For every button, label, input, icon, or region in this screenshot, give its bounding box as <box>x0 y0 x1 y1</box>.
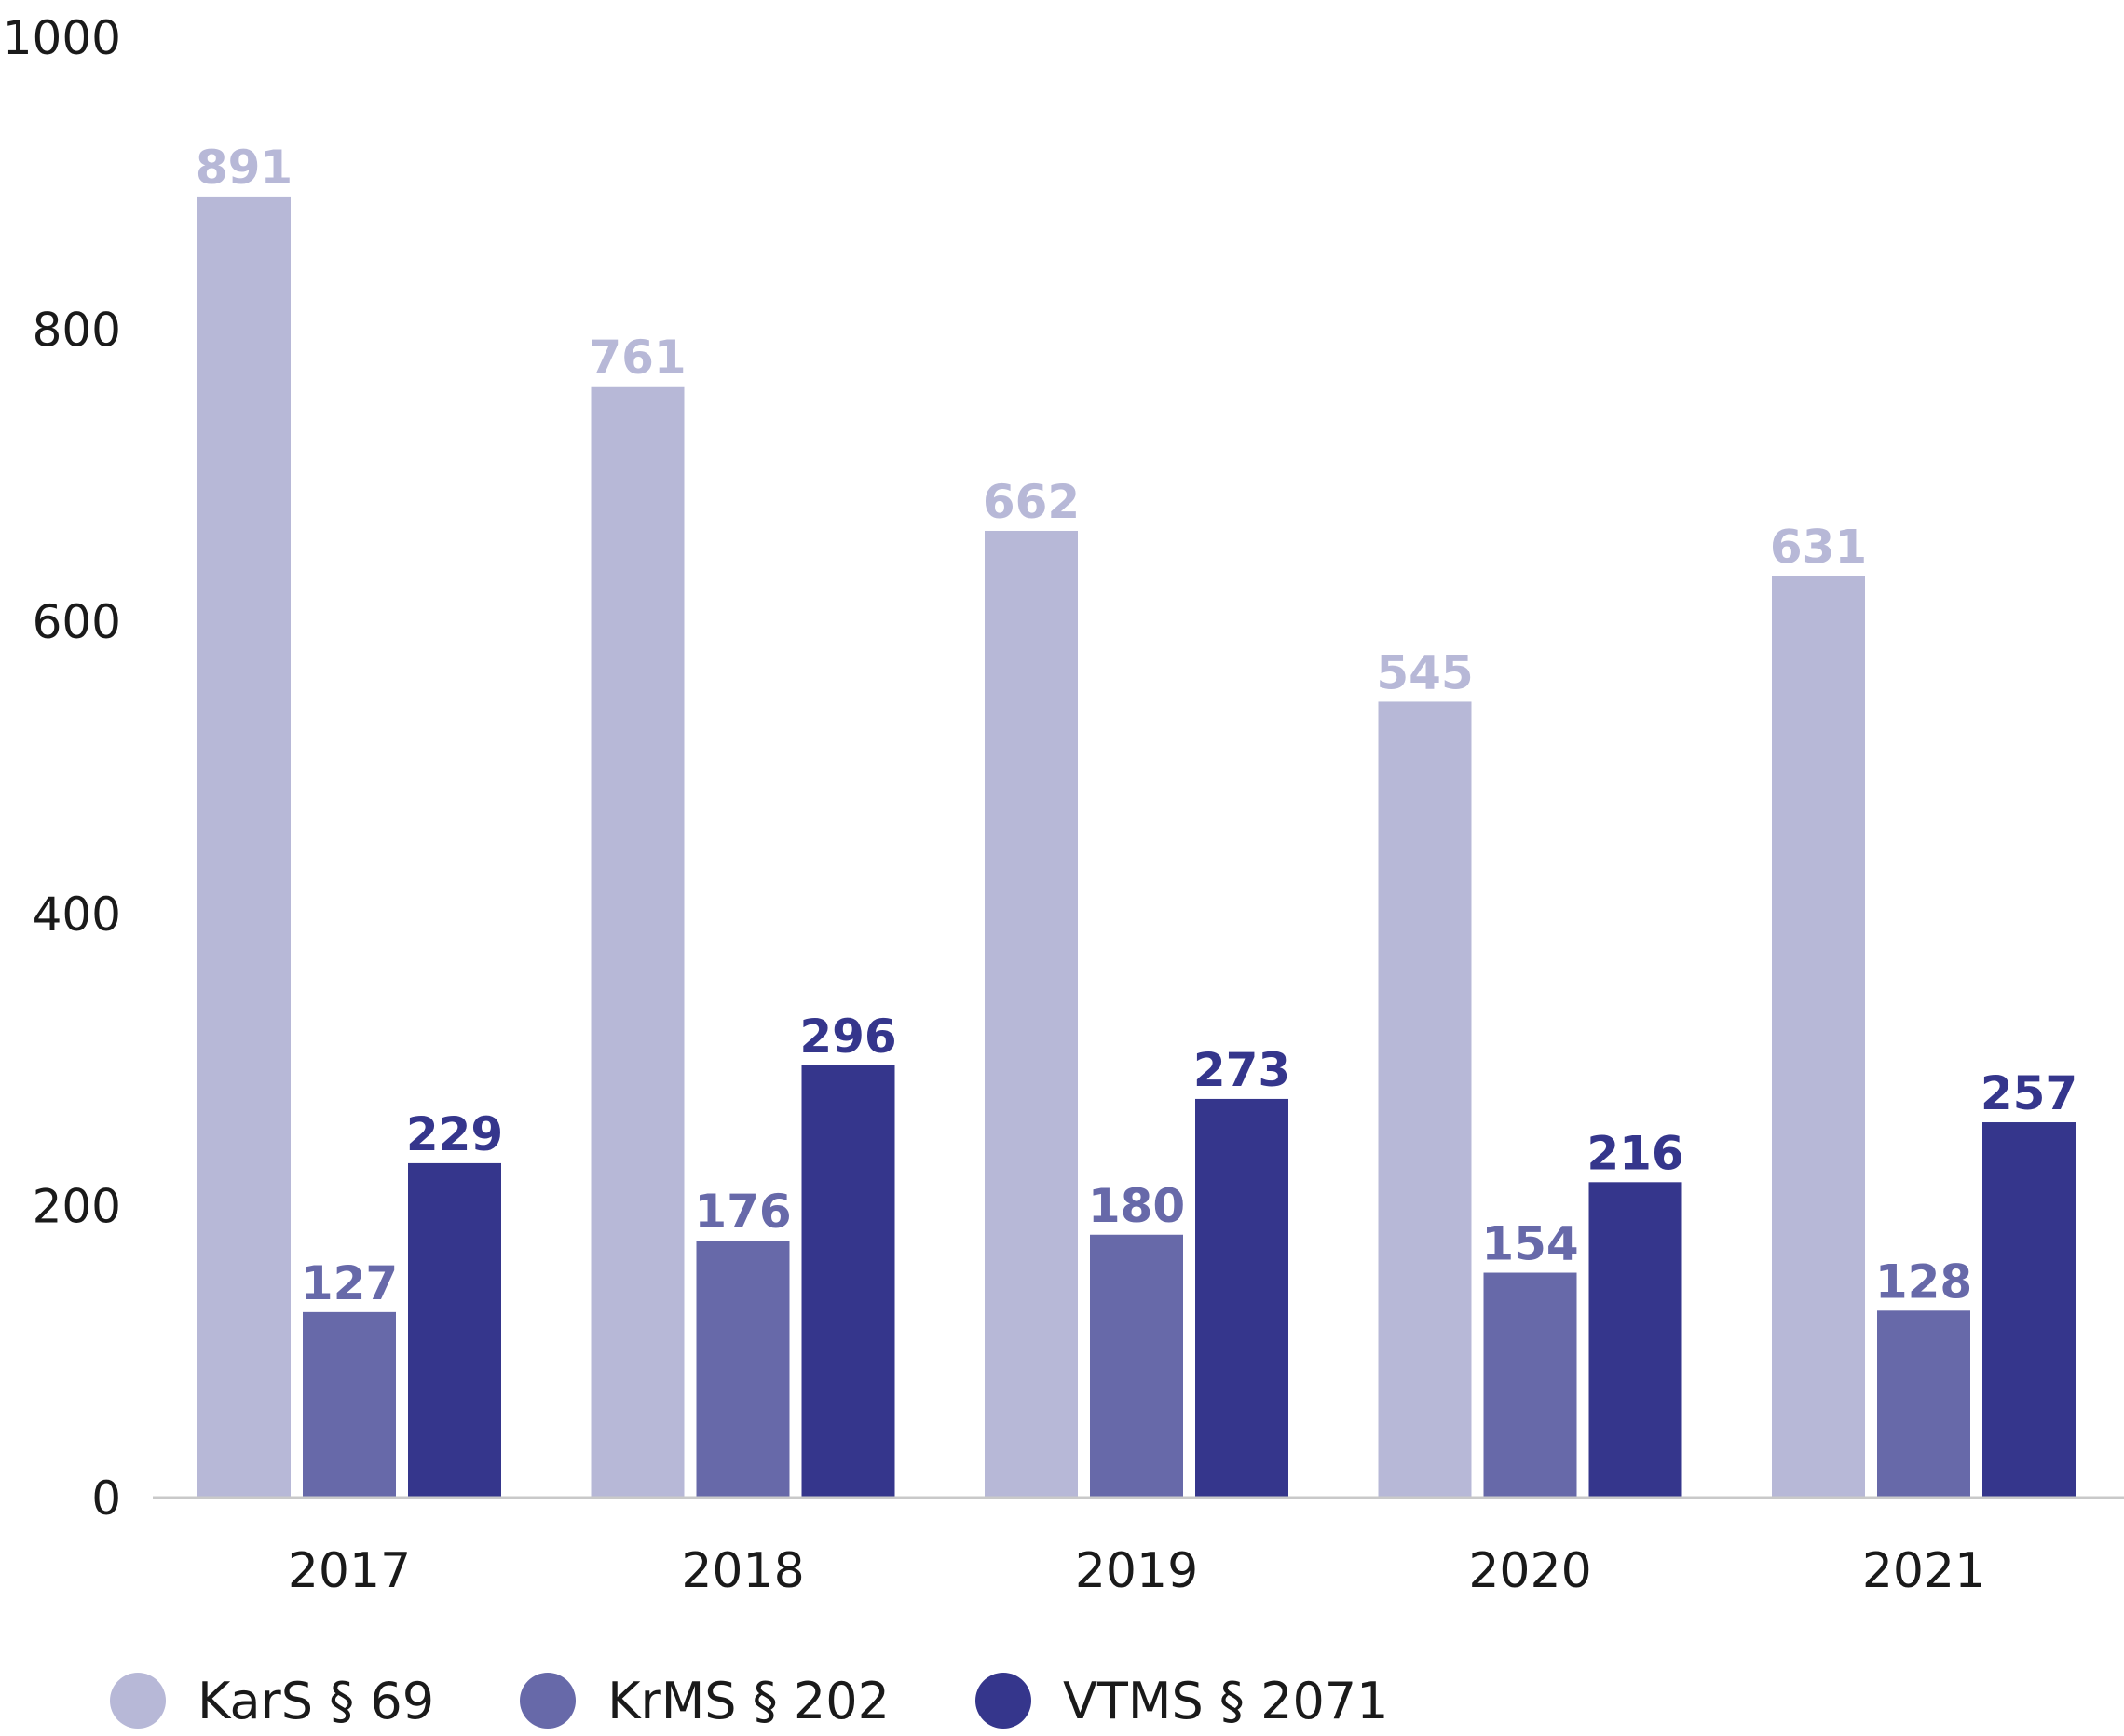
legend: KarS § 69 KrMS § 202 VTMS § 2071 <box>110 1667 1475 1734</box>
legend-item-vtms: VTMS § 2071 <box>974 1671 1389 1730</box>
x-tick-label: 2020 <box>1468 1543 1591 1599</box>
bar-value-label: 662 <box>983 475 1080 529</box>
x-axis-tick-labels: 2017 2018 2019 2020 2021 <box>288 1543 1985 1599</box>
x-tick-label: 2019 <box>1075 1543 1198 1599</box>
bar <box>1772 576 1865 1498</box>
bar-value-label: 176 <box>694 1185 791 1239</box>
bar-value-label: 216 <box>1586 1126 1683 1180</box>
y-tick-label: 800 <box>33 304 121 358</box>
bar <box>591 386 685 1499</box>
bar <box>197 196 291 1499</box>
bar-value-label: 296 <box>799 1010 896 1064</box>
bar <box>1877 1310 1970 1498</box>
bar-value-label: 273 <box>1193 1043 1290 1097</box>
bar-value-label: 180 <box>1088 1179 1185 1233</box>
x-tick-label: 2018 <box>681 1543 804 1599</box>
bar-value-label: 128 <box>1875 1255 1972 1309</box>
y-tick-label: 0 <box>91 1472 121 1526</box>
bars-group <box>197 196 2076 1499</box>
y-tick-label: 400 <box>33 888 121 942</box>
legend-item-krms: KrMS § 202 <box>520 1672 890 1730</box>
bar <box>696 1241 790 1498</box>
legend-label-vtms: VTMS § 2071 <box>1062 1671 1389 1730</box>
bar-value-label: 229 <box>406 1107 503 1161</box>
bar <box>1090 1234 1183 1498</box>
bar <box>985 530 1078 1498</box>
legend-label-kars: KarS § 69 <box>197 1671 435 1730</box>
bar-value-label: 761 <box>589 331 686 385</box>
bar <box>801 1065 895 1498</box>
y-tick-label: 1000 <box>3 11 121 65</box>
legend-label-krms: KrMS § 202 <box>607 1671 890 1730</box>
x-tick-label: 2021 <box>1862 1543 1985 1599</box>
y-axis-tick-labels: 0 200 400 600 800 1000 <box>3 11 121 1526</box>
bar-value-label: 257 <box>1981 1066 2077 1120</box>
legend-swatch-vtms <box>974 1673 1031 1729</box>
bar-value-label: 154 <box>1481 1217 1578 1271</box>
y-tick-label: 600 <box>33 595 121 649</box>
bar <box>303 1311 396 1498</box>
bar-value-label: 545 <box>1376 645 1473 699</box>
bar <box>1378 701 1472 1498</box>
bar <box>1195 1098 1288 1498</box>
legend-swatch-kars <box>110 1673 166 1729</box>
bar-value-label: 891 <box>196 141 293 195</box>
bar <box>408 1162 501 1498</box>
legend-swatch-krms <box>520 1673 577 1729</box>
bar <box>1483 1272 1577 1498</box>
legend-item-kars: KarS § 69 <box>110 1672 434 1730</box>
bar-value-label: 631 <box>1770 521 1867 575</box>
bar <box>1982 1122 2076 1498</box>
y-tick-label: 200 <box>33 1179 121 1233</box>
x-tick-label: 2017 <box>288 1543 411 1599</box>
bar <box>1588 1182 1682 1498</box>
bar-value-label: 127 <box>301 1256 398 1310</box>
